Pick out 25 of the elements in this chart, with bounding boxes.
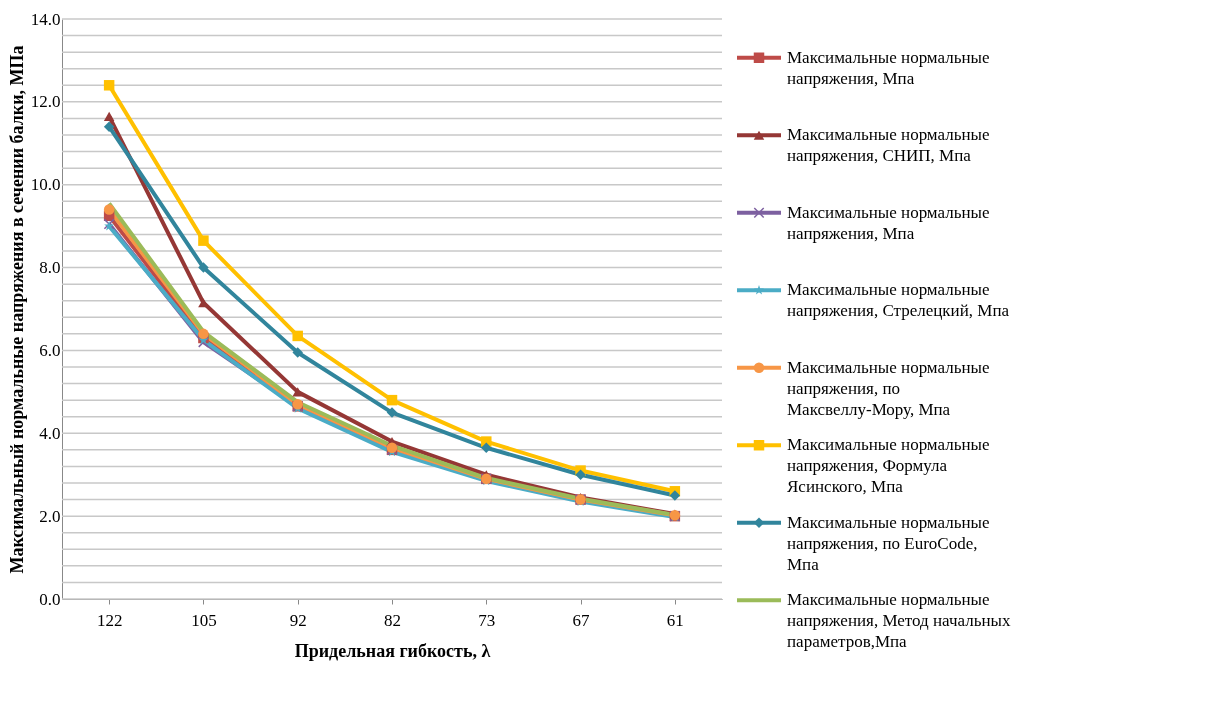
y-tick-label: 14.0 [30, 9, 61, 29]
y-tick-label: 12.0 [30, 92, 61, 112]
legend-label: Максимальные нормальные напряжения, СНИП, Мпа [787, 125, 990, 166]
x-tick-label: 82 [384, 610, 401, 630]
legend-label: Максимальные нормальные напряжения, Метод начальных параметров,Мпа [787, 590, 1011, 652]
legend-label: Максимальные нормальные напряжения, Стрелецкий, Мпа [787, 280, 1010, 321]
x-tick-label: 61 [666, 610, 684, 630]
x-tick-label: 105 [191, 610, 217, 630]
y-tick-label: 10.0 [30, 175, 61, 195]
legend-label: Максимальные нормальные напряжения, Формула Ясинского, Мпа [787, 435, 990, 497]
x-tick-label: 67 [572, 610, 591, 630]
x-axis-title: Придельная гибкость, λ [294, 640, 491, 661]
legend-label: Максимальные нормальные напряжения, по EuroCode, Мпа [787, 512, 990, 574]
y-tick-label: 2.0 [39, 506, 61, 526]
x-tick-label: 73 [478, 610, 496, 630]
legend-label: Максимальные нормальные напряжения, по Максвеллу-Мору, Мпа [787, 357, 990, 419]
y-tick-label: 8.0 [39, 258, 61, 278]
y-tick-label: 4.0 [39, 423, 61, 443]
legend-label: Максимальные нормальные напряжения, Мпа [787, 202, 990, 243]
y-tick-label: 6.0 [39, 340, 61, 360]
y-axis-title: Максимальный нормальные напряжения в сечении балки, МПа [6, 45, 27, 574]
x-tick-label: 92 [289, 610, 307, 630]
y-tick-label: 0.0 [39, 589, 61, 609]
legend-label: Максимальные нормальные напряжения, Мпа [787, 47, 990, 88]
x-tick-label: 122 [96, 610, 123, 630]
